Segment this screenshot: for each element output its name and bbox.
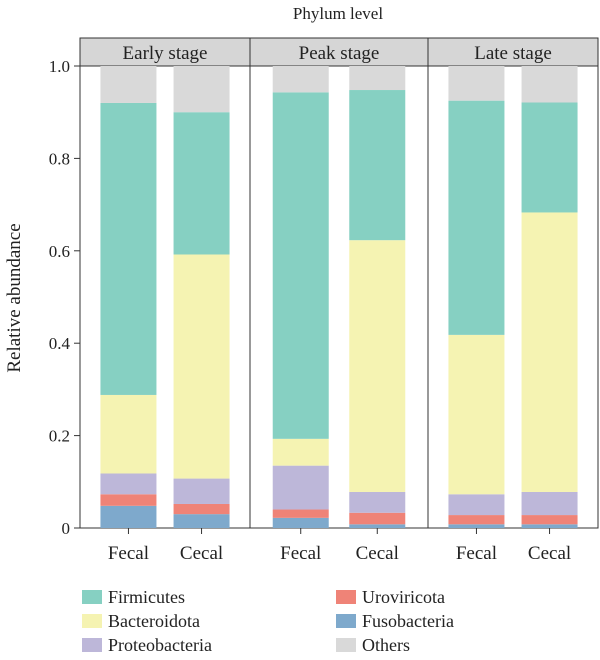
bar-segment-peak-stage-cecal-firmicutes — [349, 90, 406, 241]
y-tick-label: 0.8 — [49, 149, 70, 168]
facet-label-early-stage: Early stage — [123, 43, 208, 64]
bar-segment-late-stage-cecal-fusobacteria — [521, 524, 578, 528]
bar-segment-peak-stage-cecal-bacteroidota — [349, 240, 406, 492]
facet-label-late-stage: Late stage — [474, 43, 552, 64]
bar-segment-peak-stage-cecal-proteobacteria — [349, 491, 406, 513]
facet-strip-early-stage — [79, 37, 251, 67]
bar-segment-late-stage-fecal-fusobacteria — [448, 524, 505, 528]
bar-segment-peak-stage-fecal-firmicutes — [272, 92, 329, 439]
bar-segment-late-stage-cecal-uroviricota — [521, 515, 578, 525]
bar-segment-early-stage-fecal-uroviricota — [100, 494, 157, 506]
y-axis-label: Relative abundance — [4, 223, 25, 372]
legend-label-fusobacteria: Fusobacteria — [362, 611, 454, 631]
y-tick-label: 0 — [62, 519, 71, 538]
bar-segment-peak-stage-fecal-proteobacteria — [272, 465, 329, 510]
y-axis: 0 0.2 0.4 0.6 0.8 1.0 — [49, 57, 80, 538]
bar-segment-early-stage-cecal-others — [173, 66, 230, 113]
chart-title: Phylum level — [293, 4, 383, 23]
bar-segment-early-stage-cecal-firmicutes — [173, 112, 230, 255]
bar-segment-late-stage-fecal-bacteroidota — [448, 334, 505, 495]
facet-label-peak-stage: Peak stage — [299, 43, 380, 64]
bar-segment-early-stage-cecal-fusobacteria — [173, 514, 230, 528]
legend-key-firmicutes — [82, 590, 102, 604]
bar-segment-peak-stage-fecal-bacteroidota — [272, 438, 329, 466]
bar-segment-early-stage-fecal-others — [100, 66, 157, 103]
y-tick-label: 0.6 — [49, 242, 70, 261]
y-tick-label: 1.0 — [49, 57, 70, 76]
bar-segment-late-stage-cecal-bacteroidota — [521, 212, 578, 492]
legend-label-bacteroidota: Bacteroidota — [108, 611, 200, 631]
x-tick-label-cecal: Cecal — [180, 543, 223, 564]
legend-label-others: Others — [362, 635, 410, 655]
y-tick-label: 0.2 — [49, 427, 70, 446]
bar-segment-late-stage-fecal-firmicutes — [448, 100, 505, 335]
facet-panels: Early stage Fecal Cecal Peak stage Fecal Ceca… — [79, 37, 599, 564]
bar-segment-late-stage-cecal-others — [521, 66, 578, 103]
bar-segment-peak-stage-fecal-uroviricota — [272, 509, 329, 518]
legend: Firmicutes Bacteroidota Proteobacteria Urov… — [82, 587, 454, 655]
bar-segment-peak-stage-fecal-others — [272, 66, 329, 93]
legend-label-proteobacteria: Proteobacteria — [108, 635, 212, 655]
x-tick-label-cecal: Cecal — [356, 543, 399, 564]
x-tick-label-fecal: Fecal — [108, 543, 149, 564]
legend-key-fusobacteria — [336, 614, 356, 628]
bar-segment-late-stage-cecal-proteobacteria — [521, 491, 578, 516]
bar-segment-peak-stage-cecal-uroviricota — [349, 512, 406, 525]
x-tick-label-fecal: Fecal — [456, 543, 497, 564]
y-tick-label: 0.4 — [49, 334, 71, 353]
bar-segment-early-stage-fecal-fusobacteria — [100, 505, 157, 528]
x-tick-label-fecal: Fecal — [280, 543, 321, 564]
bar-segment-peak-stage-cecal-others — [349, 66, 406, 91]
legend-key-uroviricota — [336, 590, 356, 604]
bar-segment-late-stage-fecal-proteobacteria — [448, 494, 505, 516]
facet-strip-peak-stage — [249, 37, 429, 67]
bar-segment-late-stage-fecal-uroviricota — [448, 515, 505, 525]
legend-key-proteobacteria — [82, 638, 102, 652]
bar-segment-early-stage-cecal-bacteroidota — [173, 254, 230, 479]
legend-key-bacteroidota — [82, 614, 102, 628]
bar-segment-early-stage-fecal-bacteroidota — [100, 394, 157, 474]
legend-label-firmicutes: Firmicutes — [108, 587, 185, 607]
facet-strip-late-stage — [427, 37, 599, 67]
bar-segment-early-stage-cecal-proteobacteria — [173, 478, 230, 504]
bar-segment-early-stage-fecal-firmicutes — [100, 102, 157, 395]
bar-segment-peak-stage-fecal-fusobacteria — [272, 517, 329, 528]
bar-segment-early-stage-fecal-proteobacteria — [100, 473, 157, 495]
bar-segment-early-stage-cecal-uroviricota — [173, 503, 230, 515]
x-tick-label-cecal: Cecal — [528, 543, 571, 564]
legend-key-others — [336, 638, 356, 652]
bar-segment-peak-stage-cecal-fusobacteria — [349, 524, 406, 528]
legend-label-uroviricota: Uroviricota — [362, 587, 445, 607]
bar-segment-late-stage-fecal-others — [448, 66, 505, 101]
bar-segment-late-stage-cecal-firmicutes — [521, 102, 578, 213]
